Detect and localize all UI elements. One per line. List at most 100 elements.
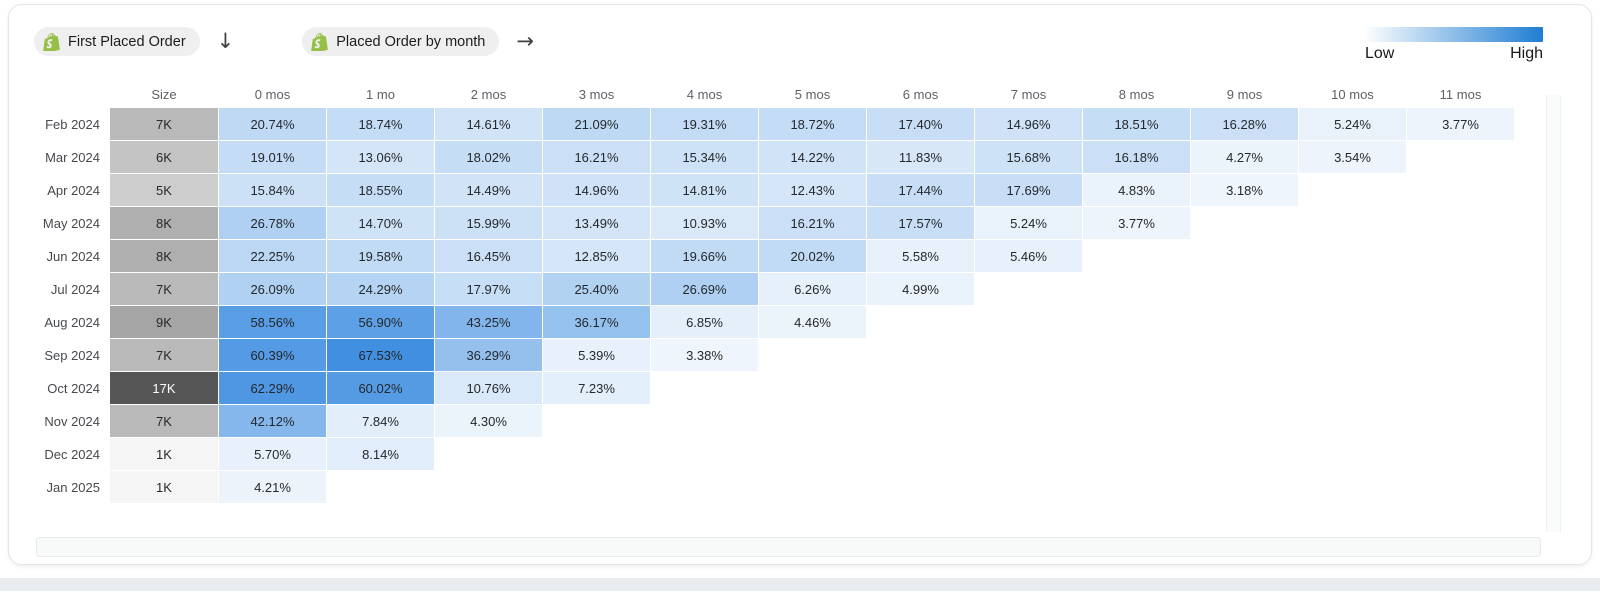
placed-order-by-month-pill[interactable]: Placed Order by month: [302, 27, 500, 56]
heatmap-cell[interactable]: 12.85%: [543, 240, 650, 272]
heatmap-cell[interactable]: 14.70%: [327, 207, 434, 239]
heatmap-cell[interactable]: 67.53%: [327, 339, 434, 371]
heatmap-cell[interactable]: 5.70%: [219, 438, 326, 470]
heatmap-cell-empty: [1299, 372, 1406, 404]
heatmap-cell-empty: [1299, 405, 1406, 437]
heatmap-cell[interactable]: 43.25%: [435, 306, 542, 338]
heatmap-cell[interactable]: 14.22%: [759, 141, 866, 173]
heatmap-cell-empty: [1407, 438, 1514, 470]
heatmap-cell[interactable]: 5.46%: [975, 240, 1082, 272]
heatmap-cell[interactable]: 17.40%: [867, 108, 974, 140]
heatmap-cell[interactable]: 3.77%: [1083, 207, 1190, 239]
heatmap-cell[interactable]: 36.29%: [435, 339, 542, 371]
heatmap-cell-empty: [1299, 174, 1406, 206]
heatmap-cell[interactable]: 4.21%: [219, 471, 326, 503]
heatmap-cell[interactable]: 18.55%: [327, 174, 434, 206]
heatmap-cell[interactable]: 19.66%: [651, 240, 758, 272]
heatmap-cell[interactable]: 21.09%: [543, 108, 650, 140]
row-label: Apr 2024: [34, 174, 109, 206]
heatmap-cell[interactable]: 5.58%: [867, 240, 974, 272]
chart-header: First Placed Order ↓ Placed Order by mon…: [9, 5, 1591, 63]
heatmap-cell-empty: [1299, 339, 1406, 371]
heatmap-cell[interactable]: 14.96%: [543, 174, 650, 206]
heatmap-cell[interactable]: 3.77%: [1407, 108, 1514, 140]
heatmap-cell[interactable]: 18.72%: [759, 108, 866, 140]
heatmap-cell[interactable]: 17.97%: [435, 273, 542, 305]
heatmap-cell[interactable]: 60.02%: [327, 372, 434, 404]
heatmap-cell-empty: [1407, 372, 1514, 404]
heatmap-cell[interactable]: 5.24%: [1299, 108, 1406, 140]
heatmap-cell[interactable]: 20.74%: [219, 108, 326, 140]
heatmap-cell[interactable]: 5.39%: [543, 339, 650, 371]
heatmap-cell[interactable]: 3.54%: [1299, 141, 1406, 173]
heatmap-cell[interactable]: 16.21%: [759, 207, 866, 239]
heatmap-cell[interactable]: 4.30%: [435, 405, 542, 437]
heatmap-cell[interactable]: 7.23%: [543, 372, 650, 404]
column-header-6-mos: 6 mos: [902, 86, 939, 102]
heatmap-cell[interactable]: 19.31%: [651, 108, 758, 140]
heatmap-cell[interactable]: 62.29%: [219, 372, 326, 404]
heatmap-cell[interactable]: 4.27%: [1191, 141, 1298, 173]
heatmap-cell[interactable]: 13.06%: [327, 141, 434, 173]
column-header-4-mos: 4 mos: [686, 86, 723, 102]
heatmap-cell[interactable]: 4.83%: [1083, 174, 1190, 206]
row-label: Aug 2024: [34, 306, 109, 338]
heatmap-cell[interactable]: 13.49%: [543, 207, 650, 239]
heatmap-cell[interactable]: 6.85%: [651, 306, 758, 338]
heatmap-cell[interactable]: 20.02%: [759, 240, 866, 272]
heatmap-cell[interactable]: 42.12%: [219, 405, 326, 437]
row-label: Feb 2024: [34, 108, 109, 140]
heatmap-cell[interactable]: 14.96%: [975, 108, 1082, 140]
first-placed-order-pill[interactable]: First Placed Order: [34, 27, 200, 56]
heatmap-cell[interactable]: 14.81%: [651, 174, 758, 206]
heatmap-cell[interactable]: 15.99%: [435, 207, 542, 239]
heatmap-cell[interactable]: 16.45%: [435, 240, 542, 272]
heatmap-cell[interactable]: 18.51%: [1083, 108, 1190, 140]
heatmap-cell[interactable]: 12.43%: [759, 174, 866, 206]
heatmap-cell[interactable]: 10.76%: [435, 372, 542, 404]
heatmap-cell[interactable]: 3.38%: [651, 339, 758, 371]
heatmap-cell[interactable]: 22.25%: [219, 240, 326, 272]
heatmap-cell[interactable]: 36.17%: [543, 306, 650, 338]
heatmap-cell[interactable]: 60.39%: [219, 339, 326, 371]
heatmap-cell[interactable]: 5.24%: [975, 207, 1082, 239]
column-header-3-mos: 3 mos: [578, 86, 615, 102]
heatmap-cell[interactable]: 6.26%: [759, 273, 866, 305]
heatmap-cell-empty: [759, 339, 866, 371]
heatmap-cell-empty: [651, 438, 758, 470]
heatmap-cell[interactable]: 18.74%: [327, 108, 434, 140]
heatmap-cell[interactable]: 15.84%: [219, 174, 326, 206]
heatmap-cell[interactable]: 16.28%: [1191, 108, 1298, 140]
heatmap-cell[interactable]: 8.14%: [327, 438, 434, 470]
heatmap-cell[interactable]: 19.58%: [327, 240, 434, 272]
heatmap-cell[interactable]: 3.18%: [1191, 174, 1298, 206]
horizontal-scrollbar-track[interactable]: [36, 537, 1541, 557]
heatmap-cell[interactable]: 7.84%: [327, 405, 434, 437]
heatmap-cell[interactable]: 26.09%: [219, 273, 326, 305]
heatmap-cell[interactable]: 4.46%: [759, 306, 866, 338]
heatmap-cell[interactable]: 17.69%: [975, 174, 1082, 206]
heatmap-cell[interactable]: 14.49%: [435, 174, 542, 206]
heatmap-cell[interactable]: 19.01%: [219, 141, 326, 173]
heatmap-cell[interactable]: 26.78%: [219, 207, 326, 239]
heatmap-cell[interactable]: 17.44%: [867, 174, 974, 206]
heatmap-cell[interactable]: 4.99%: [867, 273, 974, 305]
heatmap-cell[interactable]: 58.56%: [219, 306, 326, 338]
heatmap-cell-empty: [759, 372, 866, 404]
heatmap-cell[interactable]: 17.57%: [867, 207, 974, 239]
heatmap-cell[interactable]: 11.83%: [867, 141, 974, 173]
heatmap-cell[interactable]: 16.18%: [1083, 141, 1190, 173]
vertical-scrollbar-track[interactable]: [1546, 95, 1561, 532]
heatmap-cell-empty: [1083, 438, 1190, 470]
heatmap-cell[interactable]: 14.61%: [435, 108, 542, 140]
heatmap-cell[interactable]: 56.90%: [327, 306, 434, 338]
heatmap-cell[interactable]: 25.40%: [543, 273, 650, 305]
heatmap-cell[interactable]: 24.29%: [327, 273, 434, 305]
heatmap-cell[interactable]: 10.93%: [651, 207, 758, 239]
heatmap-cell[interactable]: 15.34%: [651, 141, 758, 173]
heatmap-cell[interactable]: 26.69%: [651, 273, 758, 305]
heatmap-cell[interactable]: 18.02%: [435, 141, 542, 173]
heatmap-cell-empty: [1083, 405, 1190, 437]
heatmap-cell[interactable]: 15.68%: [975, 141, 1082, 173]
heatmap-cell[interactable]: 16.21%: [543, 141, 650, 173]
